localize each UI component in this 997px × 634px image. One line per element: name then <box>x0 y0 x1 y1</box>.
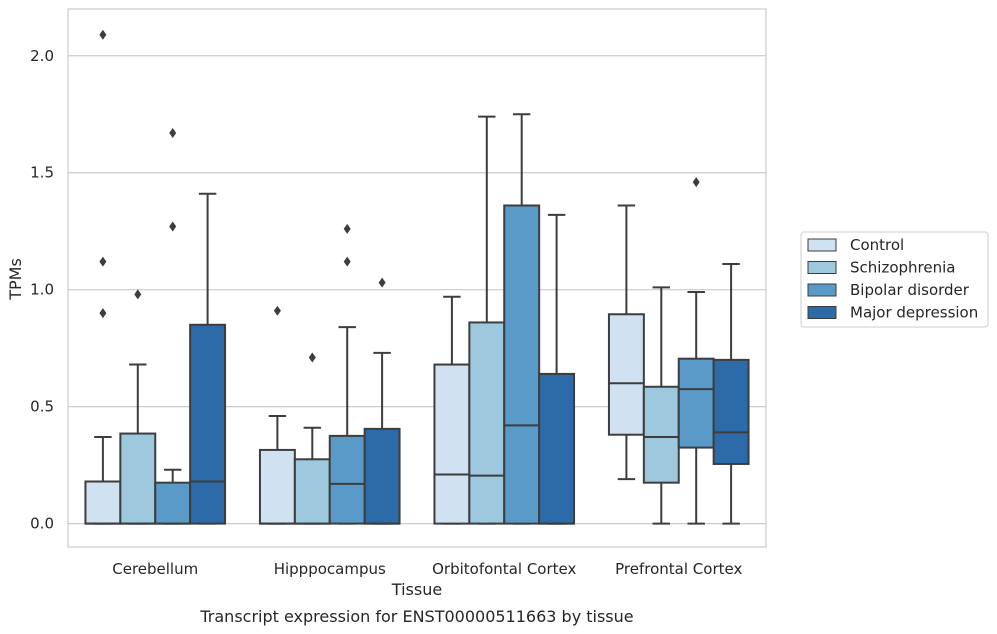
outlier-point <box>134 289 142 300</box>
box-group <box>258 305 296 525</box>
box-group <box>189 192 227 525</box>
box-group <box>712 262 750 525</box>
box-iqr <box>642 385 680 484</box>
legend-swatch <box>807 283 837 297</box>
box-iqr <box>154 481 192 525</box>
box-iqr <box>189 323 227 525</box>
box-group <box>84 29 122 525</box>
legend-swatch <box>807 306 837 319</box>
box-group <box>677 177 715 525</box>
box-iqr <box>363 427 401 525</box>
x-tick-label: Cerebellum <box>112 560 198 578</box>
box-iqr <box>328 434 366 525</box>
y-tick-label: 2.0 <box>30 47 54 65</box>
box-iqr <box>677 357 715 449</box>
outlier-point <box>308 352 316 363</box>
box-group <box>607 204 645 481</box>
y-tick-label: 0.0 <box>30 515 54 533</box>
chart-caption: Transcript expression for ENST0000051166… <box>199 607 633 626</box>
box-group <box>538 213 576 525</box>
box-group <box>154 127 192 525</box>
x-tick-label: Prefrontal Cortex <box>615 560 742 578</box>
box-group <box>433 295 471 525</box>
outlier-point <box>99 308 107 319</box>
box-iqr <box>468 321 506 525</box>
box-iqr <box>433 363 471 525</box>
x-tick-label: Hipppocampus <box>274 560 386 578</box>
legend-label: Control <box>850 236 904 254</box>
legend-swatch <box>807 238 837 252</box>
box-iqr <box>84 480 122 525</box>
x-tick-label: Orbitofontal Cortex <box>432 560 576 578</box>
y-tick-label: 1.5 <box>30 164 54 182</box>
box-iqr <box>538 372 576 525</box>
legend: Control Schizophrenia Bipolar disorder Majo… <box>800 231 989 328</box>
x-axis-ticks: Cerebellum Hipppocampus Orbitofontal Corte… <box>112 560 742 578</box>
y-tick-label: 0.5 <box>30 398 54 416</box>
outlier-point <box>343 223 351 234</box>
legend-frame <box>800 231 989 328</box>
outlier-point <box>273 305 281 316</box>
outlier-point <box>343 256 351 267</box>
box-iqr <box>119 432 157 525</box>
box-group <box>503 113 541 525</box>
box-group <box>363 277 401 525</box>
boxes <box>84 29 750 525</box>
box-group <box>119 289 157 525</box>
box-iqr <box>293 458 331 525</box>
outlier-point <box>692 177 700 188</box>
outlier-point <box>169 127 177 138</box>
box-group <box>642 286 680 525</box>
legend-label: Major depression <box>850 304 978 322</box>
outlier-point <box>99 29 107 40</box>
outlier-point <box>378 277 386 288</box>
box-iqr <box>607 313 645 436</box>
legend-label: Schizophrenia <box>850 259 955 277</box>
y-tick-label: 1.0 <box>30 281 54 299</box>
box-iqr <box>503 204 541 525</box>
box-iqr <box>258 448 296 525</box>
outlier-point <box>169 221 177 232</box>
box-iqr <box>712 358 750 465</box>
y-axis-title: TPMs <box>6 258 25 301</box>
plot-area-frame <box>67 8 767 548</box>
legend-swatch <box>807 261 837 274</box>
legend-label: Bipolar disorder <box>850 281 970 299</box>
x-axis-title: Tissue <box>391 580 442 599</box>
y-axis-ticks: 0.0 0.5 1.0 1.5 2.0 <box>30 47 54 533</box>
outlier-point <box>99 256 107 267</box>
